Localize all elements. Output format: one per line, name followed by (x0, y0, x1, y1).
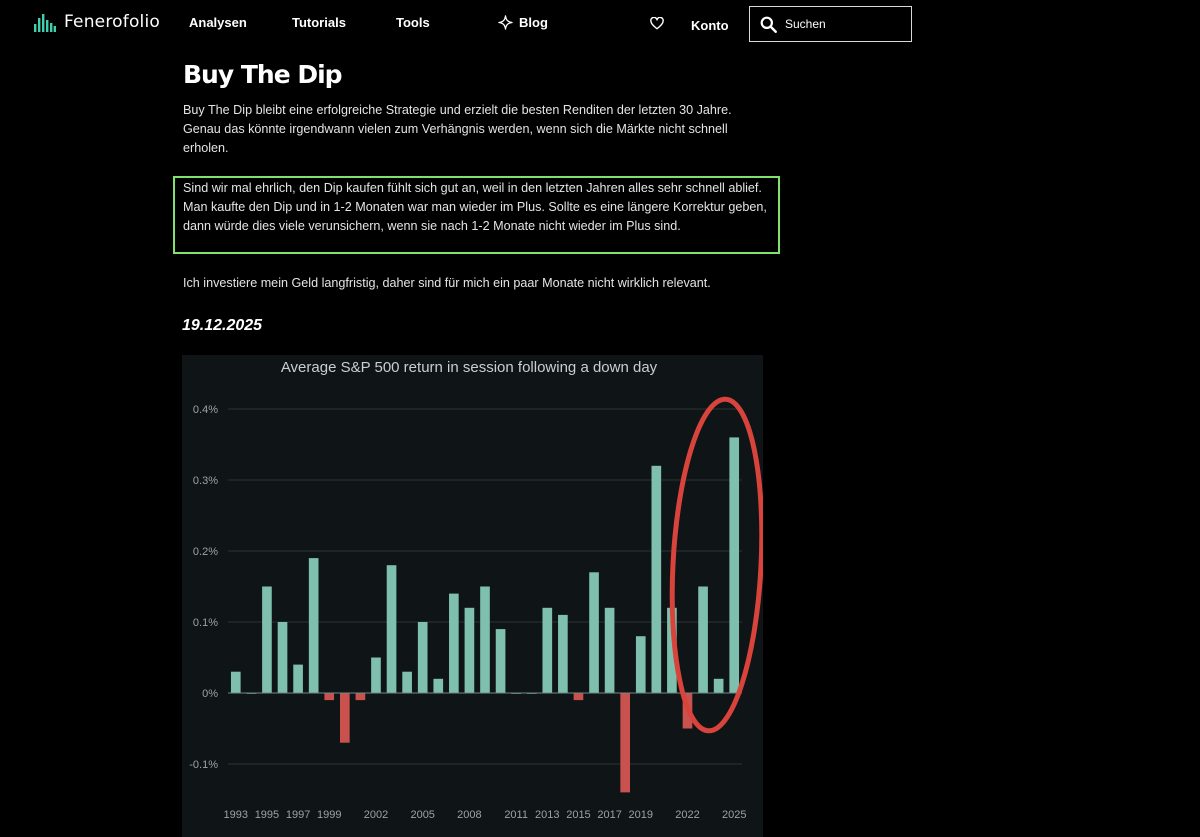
page-title: Buy The Dip (183, 60, 343, 89)
brand-logo[interactable]: Fenerofolio (34, 12, 160, 32)
bar-2015 (573, 693, 584, 701)
x-tick-label: 1999 (317, 809, 341, 821)
x-tick-label: 2025 (722, 809, 746, 821)
search-icon[interactable] (760, 16, 777, 33)
bar-2007 (449, 593, 459, 693)
sparkle-icon (498, 15, 513, 30)
y-tick-label: 0.2% (193, 546, 218, 558)
bar-2009 (480, 586, 490, 693)
nav-link-tutorials[interactable]: Tutorials (292, 15, 346, 30)
chart-y-axis: 0.4% 0.3% 0.2% 0.1% 0% -0.1% (189, 404, 218, 771)
bar-1996 (277, 622, 288, 693)
x-tick-label: 2019 (629, 809, 653, 821)
bar-chart: Average S&P 500 return in session follow… (189, 359, 763, 821)
y-tick-label: 0.1% (193, 617, 218, 629)
search-input[interactable] (785, 17, 895, 31)
bar-2018 (620, 693, 631, 793)
y-tick-label: 0.4% (193, 404, 218, 416)
bar-2006 (433, 678, 444, 693)
bar-2014 (558, 614, 568, 693)
x-tick-label: 2013 (535, 809, 559, 821)
bar-2010 (495, 629, 506, 693)
bar-2023 (698, 586, 708, 693)
nav-link-blog-label: Blog (519, 15, 548, 30)
article-paragraph-2: Sind wir mal ehrlich, den Dip kaufen füh… (183, 181, 767, 233)
bar-2020 (651, 465, 662, 693)
bar-2005 (417, 622, 428, 693)
nav-link-konto[interactable]: Konto (691, 18, 729, 33)
bar-2016 (589, 572, 599, 693)
x-tick-label: 1993 (224, 809, 248, 821)
brand-name: Fenerofolio (64, 12, 160, 32)
bar-2019 (635, 636, 646, 693)
y-tick-label: 0% (202, 688, 218, 700)
article-paragraph-1: Buy The Dip bleibt eine erfolgreiche Str… (183, 103, 732, 155)
chart-title: Average S&P 500 return in session follow… (281, 359, 658, 376)
x-tick-label: 1995 (255, 809, 279, 821)
article-paragraph-3: Ich investiere mein Geld langfristig, da… (183, 276, 711, 290)
bar-2024 (713, 678, 724, 693)
search-box[interactable] (749, 6, 912, 42)
bar-2004 (402, 671, 412, 693)
bar-1998 (308, 558, 319, 693)
bar-1993 (230, 671, 241, 693)
top-navigation: Fenerofolio Analysen Tutorials Tools Blo… (0, 0, 1200, 50)
bar-2000 (339, 693, 350, 743)
y-tick-label: 0.3% (193, 475, 218, 487)
chart-x-axis: 1993 1995 1997 1999 2002 2005 2008 2011 2013 2015… (224, 809, 747, 821)
y-tick-label: -0.1% (189, 759, 218, 771)
x-tick-label: 2011 (504, 809, 528, 821)
bar-1997 (293, 664, 303, 693)
x-tick-label: 2017 (597, 809, 621, 821)
post-date: 19.12.2025 (182, 317, 263, 334)
nav-link-analysen[interactable]: Analysen (189, 15, 247, 30)
chart-bars (228, 437, 742, 793)
bar-2003 (386, 565, 397, 693)
highlight-ellipse (669, 396, 763, 734)
bar-2017 (604, 607, 615, 693)
heart-icon[interactable] (650, 17, 664, 30)
x-tick-label: 2008 (457, 809, 481, 821)
nav-link-tools[interactable]: Tools (396, 15, 430, 30)
bar-2008 (464, 607, 475, 693)
x-tick-label: 2022 (675, 809, 699, 821)
bar-2025 (729, 437, 740, 693)
sp500-chart-image: Average S&P 500 return in session follow… (182, 355, 763, 837)
bar-2013 (542, 607, 553, 693)
bar-1995 (262, 586, 272, 693)
x-tick-label: 2002 (364, 809, 388, 821)
bar-2002 (371, 657, 381, 693)
highlight-box (173, 176, 780, 254)
bar-chart-logo-icon (34, 14, 56, 32)
x-tick-label: 2005 (410, 809, 434, 821)
bar-2001 (355, 693, 366, 701)
x-tick-label: 2015 (566, 809, 590, 821)
nav-link-blog[interactable]: Blog (498, 15, 548, 30)
bar-2021 (667, 607, 677, 693)
x-tick-label: 1997 (286, 809, 310, 821)
bar-1999 (324, 693, 335, 701)
